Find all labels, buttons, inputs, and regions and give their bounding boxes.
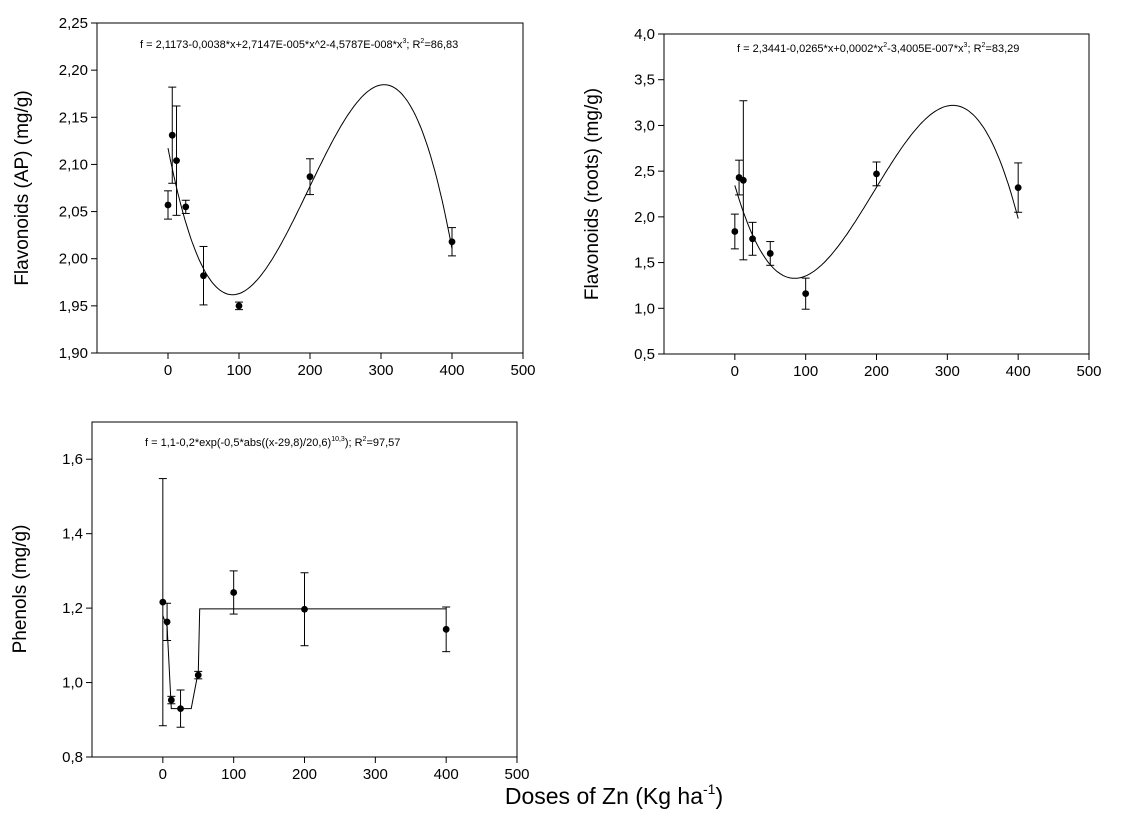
fit-equation: f = 1,1-0,2*exp(-0,5*abs((x-29,8)/20,6)1…: [145, 436, 400, 449]
data-points: [164, 86, 456, 311]
data-point: [749, 235, 756, 243]
data-point: [230, 589, 238, 596]
data-point: [164, 201, 172, 209]
data-point: [182, 203, 190, 211]
y-tick-label: 1,0: [62, 675, 83, 692]
data-point: [739, 176, 747, 184]
data-point: [448, 238, 456, 246]
y-tick-label: 3,0: [634, 117, 655, 134]
data-point: [731, 228, 739, 235]
y-tick-label: 2,25: [59, 15, 88, 32]
data-point: [168, 131, 176, 139]
data-point: [200, 272, 207, 280]
data-point: [301, 605, 308, 613]
x-tick-label: 0: [164, 362, 172, 379]
x-tick-label: 300: [363, 766, 388, 783]
x-tick-label: 100: [793, 363, 818, 380]
y-ticks: 0,5 1,0 1,5 2,0 2,5 3,0 3,5 4,0: [634, 26, 664, 363]
panel-flavonoids-roots: 0,5 1,0 1,5 2,0 2,5 3,0 3,5 4,0 0 100 200 300 400 50…: [582, 26, 1102, 380]
y-tick-label: 1,5: [634, 255, 655, 272]
fit-curve: [734, 104, 1019, 279]
y-tick-label: 4,0: [634, 26, 655, 43]
y-tick-label: 2,0: [634, 209, 655, 226]
x-tick-label: 400: [439, 362, 464, 379]
x-tick-label: 200: [864, 363, 889, 380]
y-tick-label: 3,5: [634, 72, 655, 89]
data-point: [177, 705, 184, 713]
data-point: [873, 170, 880, 178]
y-ticks: 1,90 1,95 2,00 2,05 2,10 2,15 2,20 2,25: [59, 15, 97, 362]
y-axis-label: Flavonoids (AP) (mg/g): [12, 90, 33, 285]
fit-equation: f = 2,3441-0,0265*x+0,0002*x2-3,4005E-00…: [737, 42, 1019, 55]
fit-line: [734, 104, 1019, 279]
x-tick-label: 100: [221, 766, 246, 783]
data-point: [173, 157, 180, 165]
y-tick-label: 2,05: [59, 204, 88, 221]
y-axis-label: Flavonoids (roots) (mg/g): [582, 88, 603, 300]
data-point: [167, 696, 175, 704]
x-tick-label: 200: [297, 362, 322, 379]
x-tick-label: 200: [292, 766, 317, 783]
y-tick-label: 1,90: [59, 345, 88, 362]
x-tick-label: 500: [510, 362, 535, 379]
plot-frame: [663, 33, 1090, 355]
data-point: [306, 173, 314, 181]
x-tick-label: 300: [368, 362, 393, 379]
data-point: [194, 671, 202, 679]
x-tick-label: 0: [159, 766, 167, 783]
y-tick-label: 2,15: [59, 109, 88, 126]
data-point: [802, 290, 810, 298]
y-tick-label: 1,95: [59, 298, 88, 315]
data-points: [730, 100, 1023, 310]
data-point: [163, 618, 171, 626]
y-tick-label: 2,00: [59, 251, 88, 268]
data-point: [1014, 184, 1022, 192]
x-tick-label: 400: [1006, 363, 1031, 380]
x-ticks: 0 100 200 300 400 500: [159, 757, 530, 783]
y-tick-label: 2,5: [634, 163, 655, 180]
data-points: [158, 478, 451, 728]
y-tick-label: 1,4: [62, 526, 83, 543]
data-point: [159, 598, 167, 606]
x-tick-label: 100: [226, 362, 251, 379]
y-ticks: 0,8 1,0 1,2 1,4 1,6: [62, 451, 92, 766]
x-tick-label: 400: [434, 766, 459, 783]
panel-flavonoids-ap: 1,90 1,95 2,00 2,05 2,10 2,15 2,20 2,25 0 100 200…: [12, 15, 536, 379]
x-tick-label: 500: [504, 766, 529, 783]
fit-equation: f = 2,1173-0,0038*x+2,7147E-005*x^2-4,57…: [140, 38, 458, 51]
x-tick-label: 500: [1076, 363, 1101, 380]
panel-phenols: 0,8 1,0 1,2 1,4 1,6 0 100 200 300 400 500 Phenols…: [10, 421, 530, 783]
y-tick-label: 1,6: [62, 451, 83, 468]
y-tick-label: 0,8: [62, 749, 83, 766]
x-tick-label: 300: [935, 363, 960, 380]
y-tick-label: 1,0: [634, 300, 655, 317]
data-point: [766, 250, 774, 257]
y-tick-label: 0,5: [634, 346, 655, 363]
y-tick-label: 2,20: [59, 62, 88, 79]
x-axis-label: Doses of Zn (Kg ha-1): [505, 781, 723, 809]
x-ticks: 0 100 200 300 400 500: [731, 354, 1102, 380]
x-tick-label: 0: [731, 363, 739, 380]
y-axis-label: Phenols (mg/g): [10, 525, 31, 654]
y-tick-label: 2,10: [59, 156, 88, 173]
data-point: [442, 625, 450, 633]
y-tick-label: 1,2: [62, 600, 83, 617]
x-ticks: 0 100 200 300 400 500: [164, 353, 536, 379]
data-point: [235, 302, 243, 310]
